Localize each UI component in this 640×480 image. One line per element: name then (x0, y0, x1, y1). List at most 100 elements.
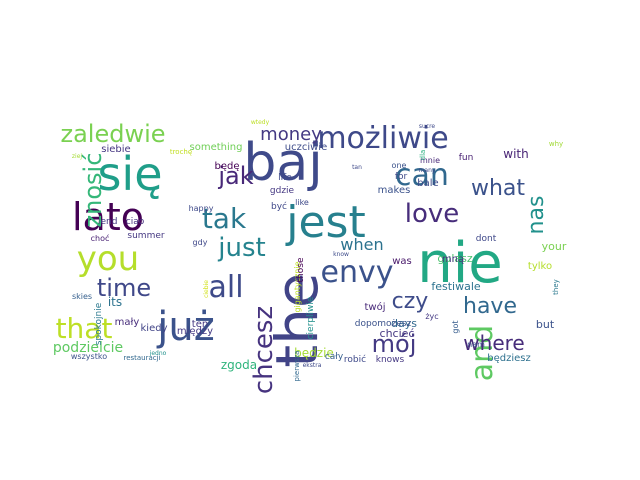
word-many-90: many (419, 167, 436, 174)
word-one-91: one (392, 161, 407, 170)
word-m-j-26: mój (372, 330, 417, 358)
word-uczciwie-50: uczciwie (285, 142, 327, 153)
word-mnie-88: mnie (420, 156, 440, 165)
word-happy-79: happy (189, 204, 214, 213)
word-baj-0: baj (243, 133, 322, 193)
word-was-59: was (392, 256, 412, 267)
word-gulasz-34: gulasz (437, 252, 472, 265)
word-those-69: those (296, 257, 306, 282)
word-podzielcie-30: podzielcie (53, 340, 123, 356)
word-by-72: być (271, 201, 287, 212)
word-the-1: the (263, 272, 331, 367)
word-troch-86: trochę (170, 148, 192, 156)
word-that-17: that (56, 312, 113, 345)
word-when-29: when (340, 235, 383, 254)
word-time-18: time (97, 274, 151, 302)
word-dla-89: dla (419, 150, 427, 161)
word-tak-13: tak (202, 202, 247, 235)
word-for-92: for (395, 172, 408, 182)
word-all-11: all (208, 270, 243, 305)
word-robi-46: robić (344, 354, 366, 365)
word-cho-78: choć (91, 233, 110, 243)
word-dopomo-esz-62: dopomożesz (355, 319, 412, 329)
word-ziej-97: ziej (72, 153, 83, 160)
word-wtedy-87: wtedy (251, 119, 270, 126)
word-nie-2: nie (417, 231, 503, 296)
word-end-75: end (101, 217, 118, 227)
word-mo-liwie-8: możliwie (317, 121, 448, 156)
word-yc-63: życ (425, 312, 438, 321)
word-its-40: its (108, 295, 122, 309)
word-gigantycznie-68: gigantycznie (293, 261, 302, 312)
word-ten-44: ten (192, 319, 208, 330)
word-got-64: got (451, 320, 460, 333)
word-you-7: you (77, 239, 139, 279)
word-ciao-76: ciao (126, 217, 145, 227)
word-jest-4: jest (285, 197, 365, 248)
word-life-70: life (278, 173, 292, 183)
word-where-27: where (463, 331, 524, 355)
word-something-51: something (190, 142, 243, 153)
word-love-12: love (405, 199, 460, 229)
word-pierwsza-83: pierwsza (293, 351, 301, 382)
word-cierpliwie-67: cierpliwie (306, 296, 316, 339)
word-b-d-74: będę (215, 161, 240, 172)
word-can-9: can (395, 158, 449, 193)
word-chcie-36: chcieć (380, 327, 415, 340)
word-nam-65: nam (467, 340, 485, 349)
word-nas-24: nas (524, 196, 549, 235)
word-spokojnie-39: spokojnie (94, 302, 104, 345)
word-sucre-95: sucre (419, 123, 436, 130)
word-what-22: what (471, 176, 525, 201)
word-they-96: they (552, 279, 560, 295)
word-fun-55: fun (459, 153, 474, 163)
word-with-52: with (503, 147, 528, 161)
word-b-dzie-32: będzie (294, 346, 334, 360)
word-zgoda-31: zgoda (221, 358, 257, 372)
word-your-57: your (542, 240, 567, 253)
word-mi-dzy-43: między (177, 326, 213, 337)
word-ciebie-84: ciebie (203, 280, 210, 298)
word-ca-y-45: cały (325, 352, 344, 362)
word-kiedy-42: kiedy (141, 323, 168, 334)
word-know-85: know (333, 251, 349, 258)
word-jak-19: jak (217, 162, 253, 190)
word-money-28: money (260, 124, 322, 145)
word-have-23: have (463, 294, 517, 319)
word-tylko-58: tylko (528, 261, 552, 272)
word-days-35: days (391, 317, 417, 330)
word-tan-93: tan (352, 164, 362, 171)
word-envy-10: envy (321, 255, 394, 290)
word-like-71: like (295, 198, 309, 207)
word-tw-j-61: twój (365, 301, 386, 313)
word-but-37: but (536, 318, 555, 331)
word-zaledwie-16: zaledwie (60, 120, 165, 148)
word-gdzie-73: gdzie (270, 186, 295, 196)
word-makes-53: makes (378, 185, 411, 196)
word-mn-60: mną (442, 254, 464, 265)
word-siebie-49: siebie (101, 144, 130, 155)
word-chcesz-15: chcesz (249, 306, 279, 394)
word-just-20: just (217, 233, 265, 263)
word-ma-y-41: mały (115, 317, 140, 328)
word-festiwale-33: festiwale (431, 280, 481, 293)
word-b-dziesz-38: będziesz (487, 353, 531, 364)
word-lato-6: lato (72, 195, 144, 239)
word-why-94: why (549, 140, 563, 148)
word-wszystko-47: wszystko (71, 352, 107, 361)
word-si-3: się (97, 147, 162, 201)
word-znosi-21: znosić (79, 153, 107, 228)
word-skies-81: skies (72, 292, 92, 301)
word-bale-54: bale (417, 178, 438, 189)
word-czy-25: czy (392, 289, 429, 314)
word-gdy-80: gdy (193, 238, 208, 247)
word-knows-66: knows (376, 355, 405, 365)
word-dont-56: dont (476, 234, 497, 244)
word-and-14: and (465, 325, 500, 381)
word-ekstra-98: ekstra (303, 362, 322, 369)
word-jedno-82: jedno (149, 350, 167, 357)
word-summer-77: summer (127, 231, 164, 241)
word-restauracji-48: restauracji (123, 354, 160, 362)
word-ju-5: już (156, 304, 214, 350)
